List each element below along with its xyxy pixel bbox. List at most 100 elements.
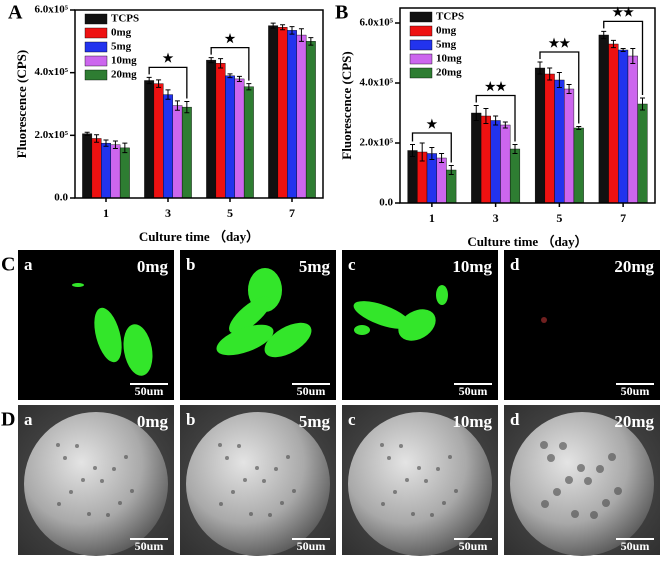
error-bar [512,144,518,154]
pore [237,444,241,448]
dose-label: 10mg [452,412,492,431]
legend-label: 5mg [111,41,132,53]
y-tick-label: 4.0x10⁵ [34,66,68,78]
pore [381,502,385,506]
pore [225,456,229,460]
error-bar [280,24,286,31]
significance-bracket [411,132,452,163]
pore [262,479,266,483]
bar [101,142,111,199]
pore [231,490,235,494]
pore [584,477,592,485]
error-bar [566,84,572,94]
x-axis-label: Culture time （day） [467,234,587,249]
bar [144,80,155,199]
cell [123,324,153,376]
panel-letter: c [348,410,356,429]
cell [541,317,547,323]
bar [480,115,491,204]
error-bar [246,83,252,91]
bar [637,103,648,204]
panel-letter: a [24,255,33,274]
error-bar [156,79,162,88]
pore [399,444,403,448]
image-panel: d 20mg 50um [504,405,660,556]
legend-swatch [84,41,108,53]
error-bar [620,48,626,52]
pore [387,456,391,460]
bar [119,147,130,199]
microsphere [186,412,330,556]
pore [565,476,573,484]
legend-swatch [409,67,433,79]
pore [602,499,610,507]
cell [229,296,271,334]
legend-label: 20mg [436,67,462,79]
error-bar [429,147,435,160]
significance-mark: ★ [225,31,236,45]
error-bar [184,100,190,114]
pore [559,442,567,450]
scale-label: 50um [135,539,164,553]
error-bar [610,39,616,49]
pore [63,456,67,460]
error-bar [537,61,543,75]
bar [564,88,575,204]
error-bar [227,73,233,79]
pore [608,453,616,461]
x-tick-label: 7 [289,206,295,220]
pore [454,489,458,493]
pore [130,489,134,493]
error-bar [547,67,553,81]
bar [91,138,102,199]
microsphere [24,412,168,556]
significance-mark: ★ [163,51,174,65]
significance-mark: ★★ [612,5,634,19]
scale-label: 50um [459,539,488,553]
cell [72,283,84,287]
image-panel: c 10mg 50um [342,405,498,556]
scale-label: 50um [135,384,164,398]
y-axis-label: Fluorescence (CPS) [14,50,29,158]
significance-mark: ★★ [549,36,571,50]
legend-swatch [409,53,433,65]
pore [106,513,110,517]
panel-letter: d [510,255,520,274]
significance-mark: ★★ [485,79,507,93]
pore [249,512,253,516]
legend-swatch [84,13,108,25]
dose-label: 0mg [137,412,169,431]
dose-label: 20mg [614,257,654,276]
microsphere [510,412,654,556]
bar [500,124,511,204]
error-bar [236,75,242,82]
image-panel: d 20mg 50um [504,250,660,400]
error-bar [84,131,90,136]
panel-letter: a [24,410,33,429]
panel-label: A [8,2,23,24]
pore [547,454,555,462]
scale-label: 50um [621,384,650,398]
x-tick-label: 7 [620,211,626,225]
significance-bracket [539,51,580,124]
fluorescence-image [504,250,660,400]
x-tick-label: 5 [227,206,233,220]
bar [436,157,447,204]
error-bar [218,58,224,69]
error-bar [103,139,109,147]
legend-label: 10mg [436,53,462,65]
significance-bracket [148,66,188,99]
error-bar [94,134,100,143]
bar [243,86,254,199]
error-bar [601,30,607,40]
cell [398,309,436,341]
legend-label: 0mg [436,25,457,37]
legend-label: 0mg [111,27,132,39]
pore [424,479,428,483]
microsphere [348,412,492,556]
bar [627,55,638,204]
bar [471,112,482,204]
error-bar [289,26,295,35]
cell [94,307,122,363]
error-bar [640,97,646,111]
